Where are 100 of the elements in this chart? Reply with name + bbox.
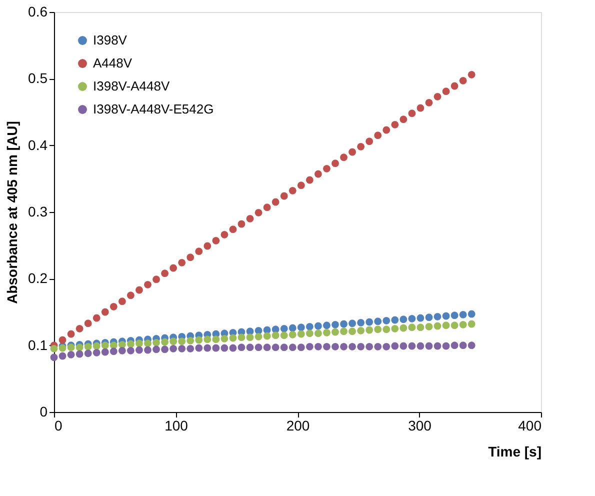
- point: [348, 328, 356, 336]
- point: [186, 344, 194, 352]
- point: [136, 286, 143, 294]
- point: [468, 70, 476, 78]
- point: [263, 326, 271, 334]
- point: [178, 338, 186, 346]
- point: [374, 318, 382, 326]
- point: [382, 326, 390, 334]
- point: [144, 346, 152, 354]
- point: [101, 308, 109, 316]
- point: [382, 316, 390, 324]
- point: [263, 344, 271, 352]
- point: [408, 110, 416, 118]
- point: [442, 322, 450, 330]
- point: [391, 316, 399, 324]
- point: [450, 322, 458, 330]
- point: [50, 344, 58, 352]
- point: [442, 88, 450, 96]
- x-tick-label: 400: [518, 418, 542, 434]
- point: [152, 276, 160, 284]
- point: [408, 324, 416, 332]
- point: [332, 342, 339, 350]
- point: [348, 148, 356, 156]
- point: [178, 258, 186, 266]
- x-tick-label: 300: [408, 418, 432, 434]
- point: [416, 324, 424, 332]
- point: [366, 138, 374, 146]
- point: [450, 312, 458, 320]
- point: [297, 182, 305, 190]
- point: [126, 346, 134, 354]
- point: [272, 332, 280, 340]
- point: [416, 342, 424, 350]
- point: [161, 346, 168, 354]
- point: [272, 344, 280, 352]
- point: [254, 332, 262, 340]
- legend-label: I398V-A448V-E542G: [93, 102, 214, 116]
- legend-label: A448V: [93, 56, 132, 70]
- point: [126, 340, 134, 348]
- y-tick-label: 0: [40, 404, 48, 420]
- point: [323, 328, 330, 336]
- point: [340, 320, 348, 328]
- point: [332, 160, 339, 168]
- point: [263, 332, 271, 340]
- y-tick-label: 0.6: [28, 4, 48, 20]
- point: [357, 326, 365, 334]
- point: [84, 342, 92, 350]
- point: [391, 342, 399, 350]
- point: [391, 120, 399, 128]
- point: [297, 330, 305, 338]
- point: [126, 292, 134, 300]
- point: [229, 334, 237, 342]
- point: [357, 342, 365, 350]
- point: [332, 320, 339, 328]
- point: [204, 344, 212, 352]
- point: [178, 344, 186, 352]
- point: [408, 314, 416, 322]
- y-tick-label: 0.5: [28, 70, 48, 86]
- point: [434, 322, 442, 330]
- point: [374, 326, 382, 334]
- point: [238, 334, 246, 342]
- point: [92, 314, 100, 322]
- point: [212, 236, 220, 244]
- point: [357, 142, 365, 150]
- point: [416, 314, 424, 322]
- point: [136, 340, 143, 348]
- point: [76, 350, 84, 358]
- point: [459, 310, 467, 318]
- point: [254, 208, 262, 216]
- point: [468, 320, 476, 328]
- point: [76, 344, 84, 352]
- point: [400, 116, 408, 124]
- y-tick-label: 0.1: [28, 336, 48, 353]
- point: [110, 342, 118, 350]
- point: [212, 344, 220, 352]
- point: [144, 280, 152, 288]
- point: [348, 320, 356, 328]
- point: [170, 344, 178, 352]
- point: [288, 344, 296, 352]
- point: [280, 344, 288, 352]
- point: [92, 342, 100, 350]
- point: [280, 192, 288, 200]
- point: [238, 344, 246, 352]
- y-tick-label: 0.2: [28, 270, 48, 286]
- point: [110, 302, 118, 310]
- point: [297, 344, 305, 352]
- point: [58, 352, 66, 360]
- point: [186, 336, 194, 344]
- point: [382, 342, 390, 350]
- point: [442, 342, 450, 350]
- point: [442, 312, 450, 320]
- point: [297, 324, 305, 332]
- point: [186, 254, 194, 262]
- point: [195, 344, 203, 352]
- point: [229, 344, 237, 352]
- point: [459, 76, 467, 84]
- x-tick-label: 100: [164, 418, 188, 434]
- point: [425, 98, 433, 106]
- x-tick-label: 200: [286, 418, 310, 434]
- point: [220, 344, 228, 352]
- point: [152, 346, 160, 354]
